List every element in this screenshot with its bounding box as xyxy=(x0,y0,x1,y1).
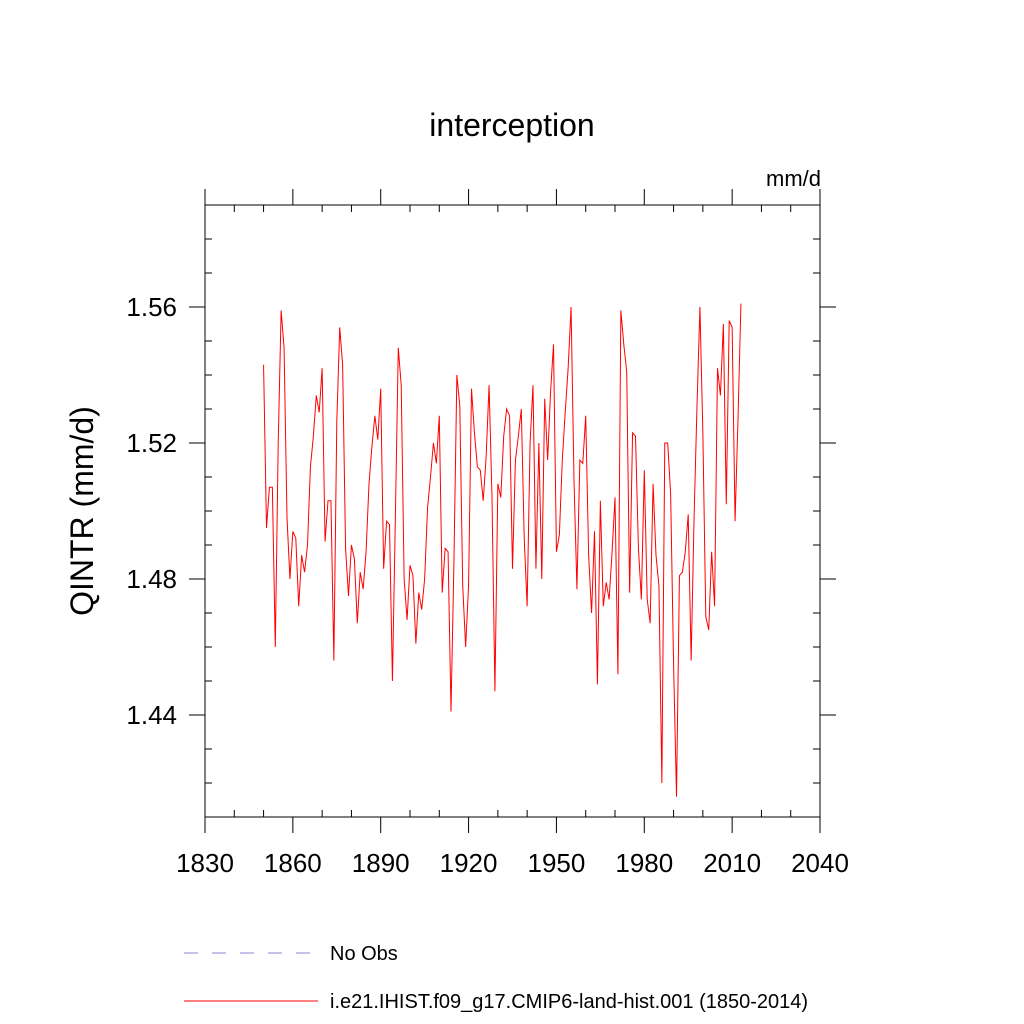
x-tick-label: 2010 xyxy=(703,848,761,878)
series-line xyxy=(263,303,742,797)
axis-ticks: 1830 1860 1890 1920 1950 1980 2010 2040 1.44 1.48… xyxy=(126,189,849,878)
y-tick-label: 1.56 xyxy=(126,292,177,322)
x-tick-label: 1890 xyxy=(352,848,410,878)
units-label: mm/d xyxy=(766,166,821,191)
series-layer xyxy=(263,303,742,797)
x-tick-label: 1830 xyxy=(176,848,234,878)
x-tick-label: 1950 xyxy=(528,848,586,878)
y-tick-label: 1.44 xyxy=(126,700,177,730)
x-tick-label: 1980 xyxy=(615,848,673,878)
y-tick-label: 1.52 xyxy=(126,428,177,458)
y-tick-label: 1.48 xyxy=(126,564,177,594)
legend-label-no-obs: No Obs xyxy=(330,943,398,965)
y-axis-title: QINTR (mm/d) xyxy=(64,406,100,616)
x-tick-label: 1920 xyxy=(440,848,498,878)
legend: No Obs i.e21.IHIST.f09_g17.CMIP6-land-hi… xyxy=(184,943,808,1013)
plot-frame xyxy=(204,204,821,818)
legend-label-model: i.e21.IHIST.f09_g17.CMIP6-land-hist.001 … xyxy=(330,991,808,1013)
chart-title: interception xyxy=(429,107,594,143)
x-tick-label: 2040 xyxy=(791,848,849,878)
x-tick-label: 1860 xyxy=(264,848,322,878)
